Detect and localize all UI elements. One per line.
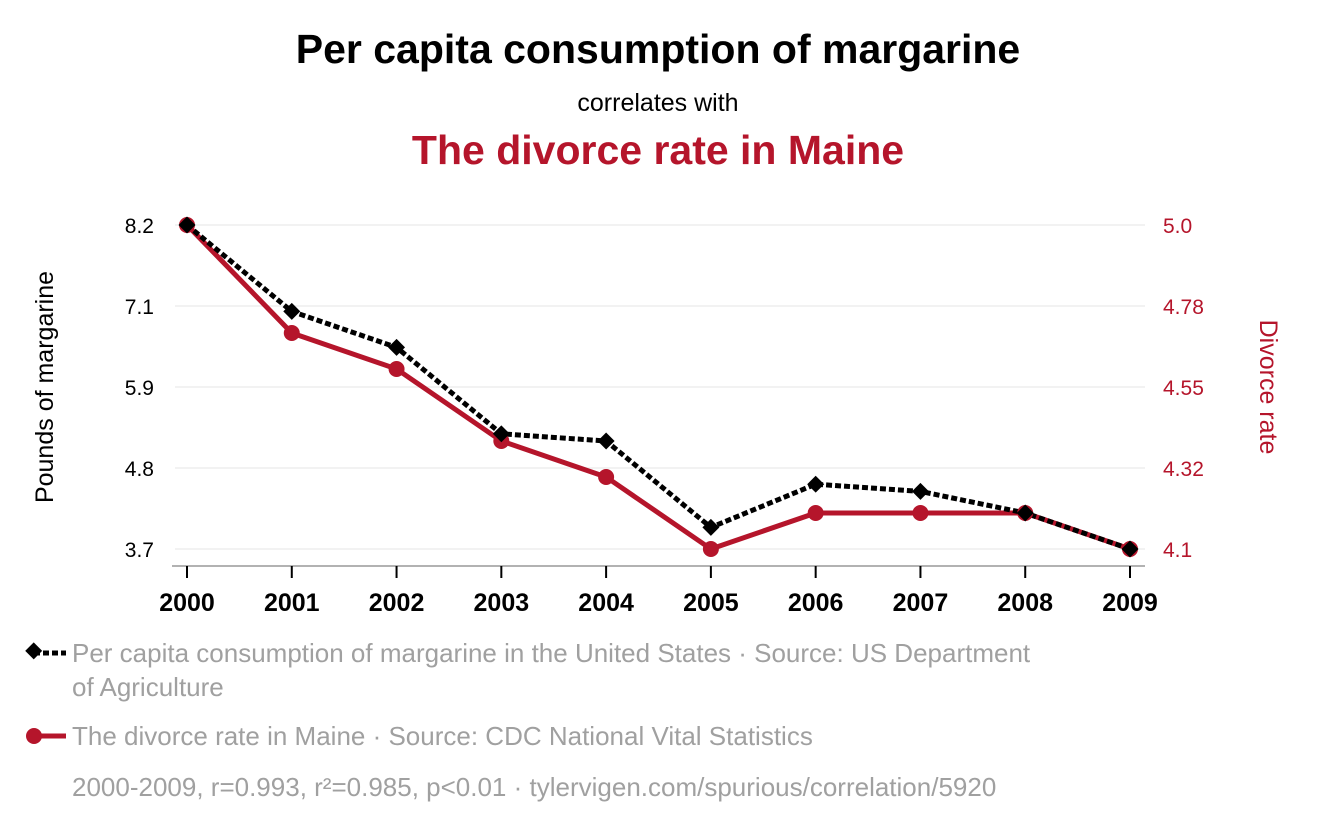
y-left-tick-label: 3.7 xyxy=(125,539,154,562)
x-tick-label: 2008 xyxy=(997,589,1053,617)
point-divorce xyxy=(807,505,824,521)
chart-title: Per capita consumption of margarine xyxy=(295,26,1021,72)
legend-swatch-margarine xyxy=(25,642,66,660)
x-tick-label: 2004 xyxy=(578,589,634,617)
y-left-tick-label: 7.1 xyxy=(125,296,154,319)
point-divorce xyxy=(388,361,405,377)
point-margarine xyxy=(1016,504,1034,522)
x-tick-label: 2009 xyxy=(1102,589,1158,617)
point-margarine xyxy=(807,475,825,493)
x-tick-label: 2007 xyxy=(893,589,949,617)
y-left-tick-label: 5.9 xyxy=(125,377,154,400)
point-divorce xyxy=(283,325,300,341)
point-margarine xyxy=(178,216,196,234)
point-divorce xyxy=(702,541,719,557)
series-line-divorce xyxy=(185,223,1131,552)
y-axis-right-label: Divorce rate xyxy=(1254,320,1282,455)
y-right-tick-label: 4.32 xyxy=(1163,458,1204,481)
point-divorce xyxy=(598,469,615,485)
chart-connector: correlates with xyxy=(577,89,739,117)
x-tick-label: 2002 xyxy=(369,589,425,617)
y-axis-left-label: Pounds of margarine xyxy=(31,271,59,503)
point-margarine xyxy=(702,518,720,536)
x-tick-label: 2005 xyxy=(683,589,739,617)
y-right-tick-label: 4.1 xyxy=(1163,539,1192,562)
point-margarine xyxy=(1121,540,1139,558)
chart-footer: 2000-2009, r=0.993, r²=0.985, p<0.01 · t… xyxy=(72,772,997,802)
point-margarine xyxy=(283,302,301,320)
y-right-tick-label: 4.55 xyxy=(1163,377,1204,400)
y-left-tick-label: 8.2 xyxy=(125,215,154,238)
x-tick-label: 2000 xyxy=(159,589,215,617)
legend-item-divorce: The divorce rate in Maine · Source: CDC … xyxy=(72,721,813,751)
y-right-tick-label: 4.78 xyxy=(1163,296,1204,319)
point-divorce xyxy=(912,505,929,521)
series-line-margarine xyxy=(185,223,1131,552)
y-right-tick-label: 5.0 xyxy=(1163,215,1192,238)
legend-swatch-divorce xyxy=(26,728,66,744)
legend-item-margarine: Per capita consumption of margarine in t… xyxy=(72,638,1031,702)
point-margarine xyxy=(911,482,929,500)
x-tick-label: 2006 xyxy=(788,589,844,617)
x-tick-label: 2001 xyxy=(264,589,320,617)
x-tick-label: 2003 xyxy=(474,589,530,617)
y-left-tick-label: 4.8 xyxy=(125,458,154,481)
point-margarine xyxy=(492,425,510,443)
point-margarine xyxy=(388,338,406,356)
point-margarine xyxy=(597,432,615,450)
chart-subtitle: The divorce rate in Maine xyxy=(411,127,905,173)
